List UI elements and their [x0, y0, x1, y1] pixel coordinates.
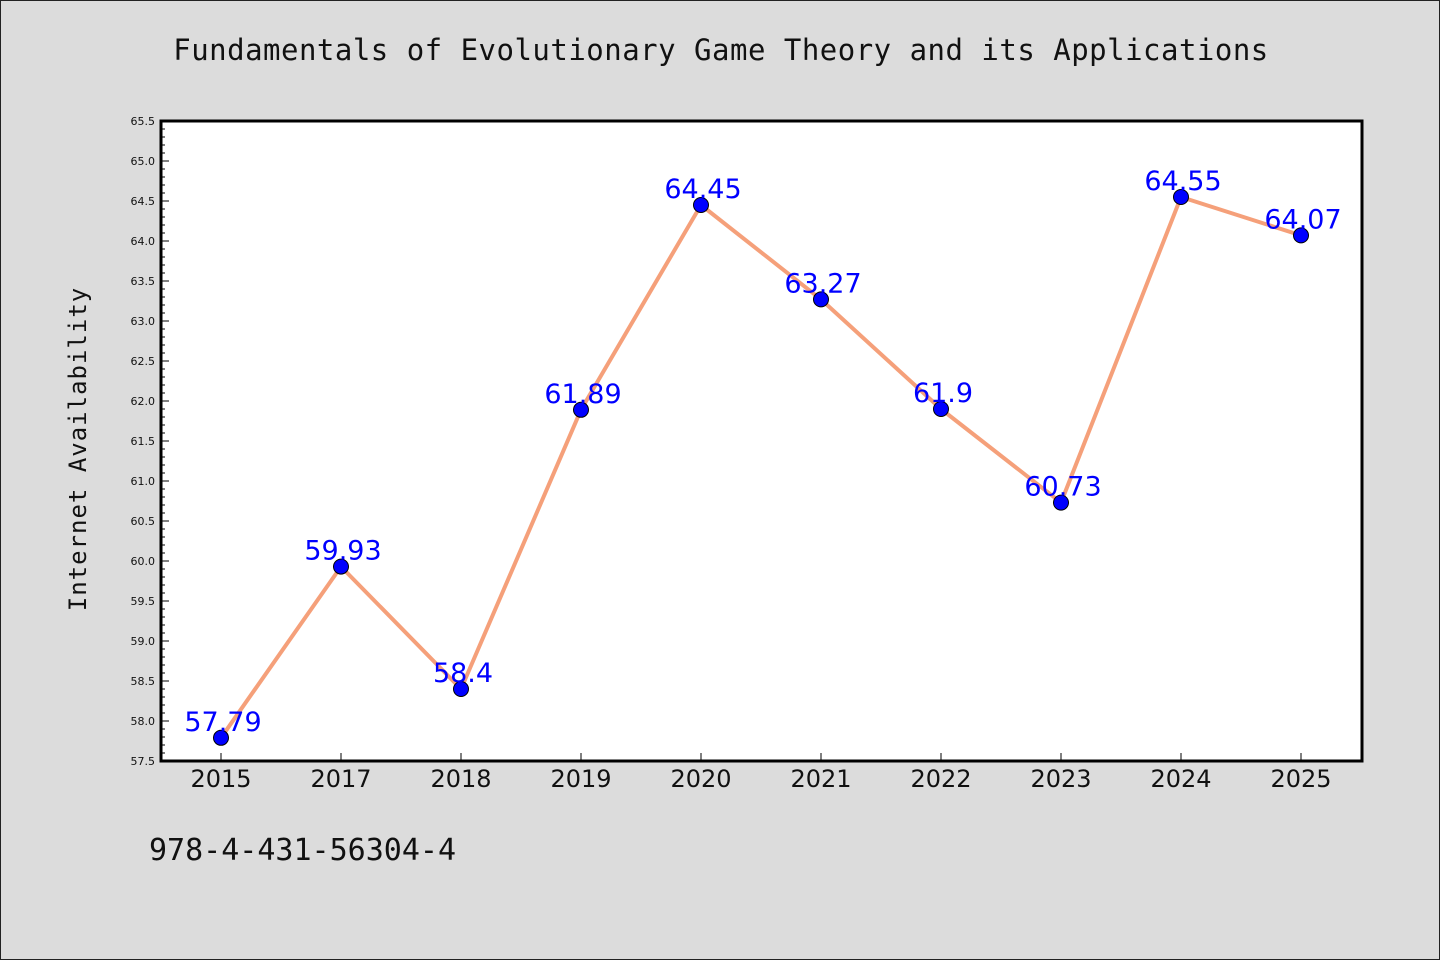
y-tick-label: 62.5 [131, 355, 156, 368]
isbn-text: 978-4-431-56304-4 [149, 833, 457, 868]
x-tick-label: 2017 [310, 765, 371, 793]
data-point [333, 558, 349, 575]
y-tick-label: 63.0 [131, 315, 156, 328]
x-tick-label: 2020 [670, 765, 731, 793]
data-point [1293, 227, 1309, 244]
data-label: 63.27 [784, 268, 861, 299]
data-label: 57.79 [184, 707, 261, 738]
y-tick-label: 61.5 [131, 435, 156, 448]
y-tick-label: 62.0 [131, 395, 156, 408]
data-labels: 57.79 59.93 58.4 61.89 64.45 63.27 61.9 60.73 64… [184, 166, 1341, 738]
x-tick-label: 2015 [190, 765, 251, 793]
plot-area [161, 121, 1362, 761]
x-tick-label: 2023 [1030, 765, 1091, 793]
y-tick-label: 59.0 [131, 635, 156, 648]
y-tick-label: 57.5 [131, 755, 156, 768]
data-label: 64.07 [1264, 204, 1341, 235]
data-point [573, 401, 589, 418]
data-point [813, 291, 829, 308]
data-point [1173, 189, 1189, 205]
y-tick-label: 61.0 [131, 475, 156, 488]
data-label: 59.93 [304, 536, 381, 567]
y-tick-label: 60.0 [131, 555, 156, 568]
data-point [933, 401, 949, 417]
y-axis-label: Internet Availability [64, 287, 92, 611]
data-label: 64.45 [664, 174, 741, 205]
series-line [219, 195, 1303, 740]
data-point [453, 681, 469, 697]
data-label: 58.4 [433, 658, 493, 689]
y-axis: 57.5 58.0 58.5 59.0 59.5 60.0 60.5 61.0 61.5 62.0… [131, 115, 169, 768]
y-tick-label: 58.5 [131, 675, 156, 688]
y-tick-label: 58.0 [131, 715, 156, 728]
plot-frame [159, 119, 1364, 763]
chart-title: Fundamentals of Evolutionary Game Theory… [173, 33, 1269, 67]
y-tick-label: 63.5 [131, 275, 156, 288]
x-tick-label: 2019 [550, 765, 611, 793]
data-markers [213, 189, 1309, 746]
x-tick-label: 2025 [1270, 765, 1331, 793]
x-axis: 2015 2017 2018 2019 2020 2021 2022 2023 2024 2025 [190, 753, 1332, 793]
data-point [693, 197, 709, 213]
y-tick-label: 60.5 [131, 515, 156, 528]
x-tick-label: 2022 [910, 765, 971, 793]
y-tick-label: 65.0 [131, 155, 156, 168]
y-tick-label: 59.5 [131, 595, 156, 608]
y-tick-label: 64.0 [131, 235, 156, 248]
x-tick-label: 2018 [430, 765, 491, 793]
data-label: 61.89 [544, 379, 621, 410]
y-tick-label: 64.5 [131, 195, 156, 208]
data-label: 60.73 [1024, 472, 1101, 503]
data-point [213, 729, 229, 746]
x-tick-label: 2024 [1150, 765, 1211, 793]
data-label: 61.9 [913, 378, 973, 409]
data-point [1053, 494, 1069, 511]
data-label: 64.55 [1144, 166, 1221, 197]
x-tick-label: 2021 [790, 765, 851, 793]
y-tick-label: 65.5 [131, 115, 156, 128]
